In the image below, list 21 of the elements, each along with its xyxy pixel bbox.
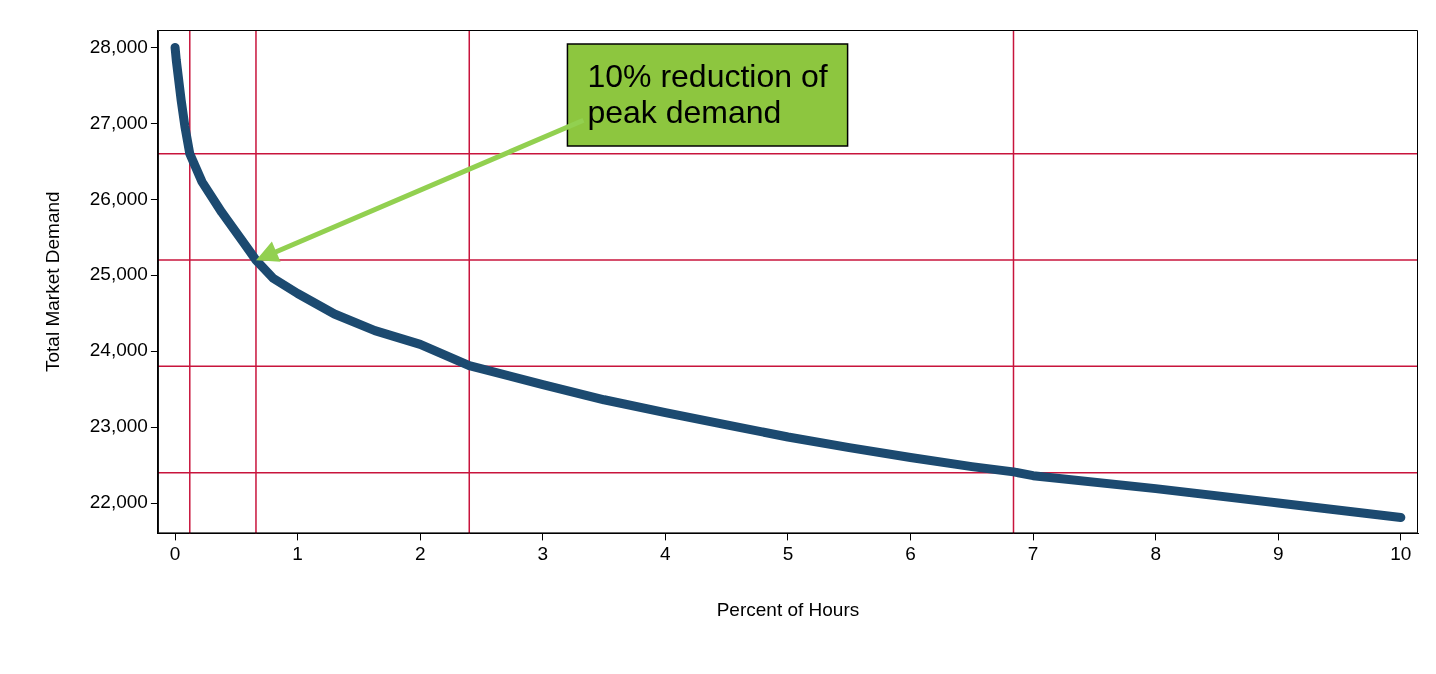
x-tick-label: 9 — [1272, 543, 1284, 565]
y-tick-label: 25,000 — [89, 263, 148, 285]
x-tick-label: 10 — [1390, 543, 1412, 565]
x-tick-label: 8 — [1150, 543, 1161, 565]
x-tick-label: 3 — [537, 543, 549, 565]
y-tick-label: 27,000 — [89, 111, 148, 133]
y-tick-label: 26,000 — [89, 187, 148, 209]
x-tick-label: 0 — [169, 543, 181, 565]
x-axis-title: Percent of Hours — [716, 598, 860, 620]
y-tick-label: 24,000 — [89, 339, 148, 361]
y-tick-label: 23,000 — [89, 415, 148, 437]
x-tick-label: 1 — [292, 543, 303, 565]
y-axis-title: Total Market Demand — [41, 191, 63, 372]
x-tick-label: 7 — [1027, 543, 1039, 565]
y-tick-label: 22,000 — [89, 491, 148, 513]
x-tick-label: 2 — [414, 543, 426, 565]
x-tick-label: 4 — [660, 543, 672, 565]
annotation: 10% reduction of peak demand — [587, 57, 828, 130]
y-tick-label: 28,000 — [89, 35, 148, 57]
x-tick-label: 6 — [905, 543, 916, 565]
x-tick-label: 5 — [782, 543, 794, 565]
